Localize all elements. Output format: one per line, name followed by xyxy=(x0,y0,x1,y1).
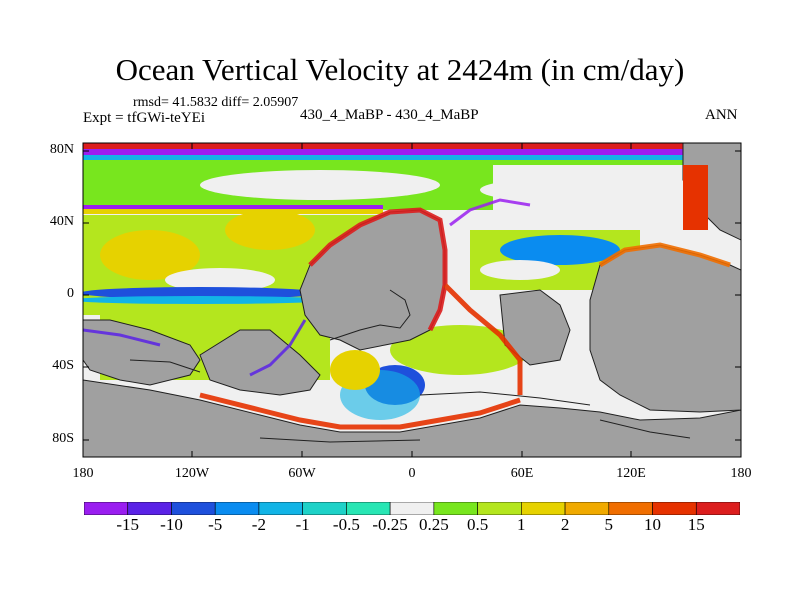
colorbar-label-7: 0.25 xyxy=(419,515,449,534)
land-antarctica xyxy=(83,379,741,457)
colorbar-swatch-3 xyxy=(214,502,260,515)
x-label-60w: 60W xyxy=(288,466,316,481)
colorbar-swatch-0 xyxy=(84,502,129,515)
y-label-40n: 40N xyxy=(49,214,74,229)
x-label-120e: 120E xyxy=(616,466,646,481)
arctic-band-red xyxy=(83,143,683,149)
halo-w-continent xyxy=(308,207,448,332)
colorbar-swatch-10 xyxy=(521,502,566,515)
x-label-120w: 120W xyxy=(174,466,210,481)
region-blue-eq xyxy=(83,287,320,299)
halo-purple-2 xyxy=(449,198,531,227)
colorbar-swatch-7 xyxy=(389,502,435,515)
ne-red-strip xyxy=(683,165,708,230)
region-green-sw xyxy=(330,350,380,390)
colorbar-label-3: -2 xyxy=(251,515,266,534)
contour-4 xyxy=(599,419,691,439)
colorbar-label-12: 10 xyxy=(644,515,661,534)
stats-text: rmsd= 41.5832 diff= 2.05907 xyxy=(133,95,299,110)
colorbar-swatch-1 xyxy=(127,502,172,515)
colorbar-label-11: 5 xyxy=(604,515,614,534)
colorbar-label-4: -1 xyxy=(295,515,310,534)
colorbar-swatch-4 xyxy=(258,502,303,515)
region-blue-indian xyxy=(500,235,620,265)
colorbar-swatch-6 xyxy=(346,502,391,515)
colorbar-swatch-2 xyxy=(171,502,216,515)
arctic-band-green xyxy=(83,160,683,165)
x-label-180w: 180 xyxy=(72,466,94,481)
colorbar-swatch-5 xyxy=(302,502,347,515)
contour-5 xyxy=(259,437,421,443)
map-title: Ocean Vertical Velocity at 2424m (in cm/… xyxy=(115,52,685,87)
region-white-eq xyxy=(165,268,275,292)
region-white-n2 xyxy=(480,178,640,202)
contour-3 xyxy=(419,391,591,406)
halo-antarctic xyxy=(199,392,521,430)
region-white-indian xyxy=(480,260,560,280)
colorbar-swatch-13 xyxy=(652,502,697,515)
colorbar-swatch-14 xyxy=(695,502,740,515)
region-yellow-2 xyxy=(225,210,315,250)
n-lat-band-yellow xyxy=(83,209,383,214)
halo-purple-1 xyxy=(249,319,307,377)
region-white-n xyxy=(200,170,440,200)
y-ticks xyxy=(83,150,741,441)
colorbar-swatch-9 xyxy=(477,502,522,515)
season-label: ANN xyxy=(705,107,738,123)
colorbar-label-2: -5 xyxy=(208,515,223,534)
region-green-satl xyxy=(390,325,530,375)
y-label-0: 0 xyxy=(67,286,74,301)
x-label-0: 0 xyxy=(408,466,416,481)
region-cyan-eq xyxy=(83,296,330,304)
x-ticks xyxy=(82,143,742,457)
cases-label: 430_4_MaBP - 430_4_MaBP xyxy=(300,107,479,123)
halo-e-continent xyxy=(598,242,731,268)
contour-2 xyxy=(129,359,201,373)
colorbar-label-1: -10 xyxy=(160,515,183,534)
y-label-40s: 40S xyxy=(52,358,74,373)
y-label-80n: 80N xyxy=(49,142,74,157)
halo-purple-3 xyxy=(83,328,161,347)
land-nw-block xyxy=(199,329,321,396)
colorbar-label-5: -0.5 xyxy=(332,515,360,534)
colorbar-swatch-12 xyxy=(608,502,653,515)
colorbar-label-8: 0.5 xyxy=(466,515,489,534)
colorbar-label-6: -0.25 xyxy=(372,515,408,534)
experiment-label: Expt = tfGWi-teYEi xyxy=(83,110,205,126)
halo-satl xyxy=(443,283,523,395)
colorbar-label-10: 2 xyxy=(560,515,570,534)
colorbar-label-0: -15 xyxy=(116,515,140,534)
n-lat-band-purple xyxy=(83,205,383,209)
x-label-60e: 60E xyxy=(510,466,534,481)
colorbar-swatch-8 xyxy=(433,502,478,515)
colorbar xyxy=(84,502,740,515)
x-label-180e: 180 xyxy=(730,466,752,481)
colorbar-label-9: 1 xyxy=(517,515,526,534)
colorbar-label-13: 15 xyxy=(687,515,705,534)
region-yellow-1 xyxy=(100,230,200,280)
contour-1 xyxy=(329,289,411,341)
colorbar-swatch-11 xyxy=(564,502,610,515)
arctic-band-cyan xyxy=(83,155,683,160)
arctic-band-purple xyxy=(83,149,683,155)
land-e-continent xyxy=(589,244,741,413)
y-label-80s: 80S xyxy=(52,431,74,446)
